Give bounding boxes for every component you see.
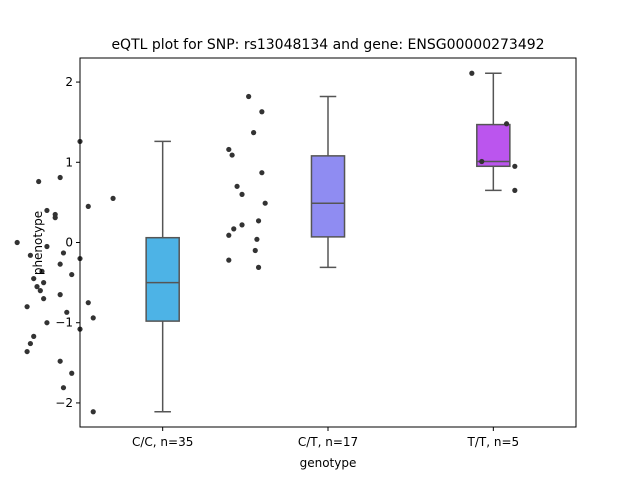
data-point — [85, 203, 91, 210]
data-point — [255, 218, 262, 224]
data-point — [14, 239, 20, 246]
chart-title: eQTL plot for SNP: rs13048134 and gene: … — [111, 37, 544, 53]
data-point — [57, 292, 63, 298]
data-point — [90, 315, 96, 321]
data-point — [259, 170, 265, 176]
data-point — [469, 70, 475, 76]
y-tick-label: 2 — [65, 75, 73, 89]
data-point — [69, 271, 75, 278]
y-tick-label: 1 — [65, 155, 73, 169]
data-point — [234, 183, 240, 189]
data-point — [44, 207, 50, 214]
data-point — [39, 268, 45, 274]
data-point — [226, 146, 232, 153]
box-1 — [310, 155, 346, 238]
data-point — [229, 152, 235, 158]
data-point — [24, 348, 30, 355]
data-point — [239, 191, 245, 197]
data-point — [31, 333, 37, 339]
data-point — [57, 358, 63, 364]
data-point — [251, 130, 257, 136]
data-point — [262, 200, 268, 206]
data-point — [226, 257, 232, 263]
data-point — [36, 178, 42, 185]
data-point — [226, 232, 232, 238]
data-point — [24, 304, 30, 310]
data-point — [44, 243, 50, 250]
data-point — [41, 280, 47, 286]
y-tick-label: 0 — [65, 236, 73, 250]
x-tick-label: C/T, n=17 — [298, 435, 358, 449]
data-point — [57, 174, 63, 181]
data-point — [60, 385, 67, 391]
data-point — [57, 261, 63, 267]
data-point — [231, 226, 237, 232]
data-point — [37, 288, 43, 294]
data-point — [246, 93, 252, 100]
y-tick-label: −2 — [55, 396, 73, 410]
data-point — [41, 296, 47, 302]
data-point — [239, 222, 245, 228]
axes: −2 −1 0 1 2 C/C, n=35 C/T, n=17 T/T, n=5 — [55, 75, 519, 449]
plot-area — [14, 70, 518, 415]
data-point — [34, 284, 40, 290]
y-axis-label: phenotype — [31, 211, 45, 275]
data-point — [255, 264, 262, 270]
data-point — [27, 252, 33, 258]
data-point — [512, 187, 518, 193]
data-point — [69, 370, 75, 376]
data-point — [254, 236, 260, 242]
x-tick-label: T/T, n=5 — [467, 435, 520, 449]
data-point — [512, 163, 518, 169]
x-axis-label: genotype — [300, 456, 357, 470]
data-point — [110, 195, 116, 201]
box-0 — [145, 236, 180, 322]
data-point — [27, 340, 33, 347]
data-point — [52, 215, 58, 221]
data-point — [259, 109, 265, 115]
data-point — [479, 158, 485, 165]
data-point — [85, 300, 91, 306]
data-point — [60, 250, 67, 256]
data-point — [90, 409, 96, 415]
data-point — [31, 275, 37, 282]
data-point — [44, 320, 50, 326]
y-tick-label: −1 — [55, 316, 73, 330]
x-tick-label: C/C, n=35 — [132, 435, 193, 449]
data-point — [252, 247, 258, 254]
data-point — [503, 121, 510, 127]
data-point — [64, 309, 70, 315]
